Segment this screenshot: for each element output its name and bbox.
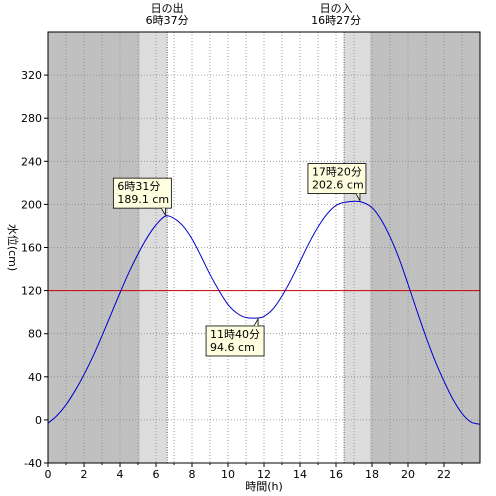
- x-tick-label: 12: [257, 468, 271, 481]
- annotation-box: [307, 163, 367, 194]
- y-tick-label: 0: [35, 414, 42, 427]
- x-axis-label: 時間(h): [245, 480, 283, 493]
- y-tick-label: 40: [28, 371, 42, 384]
- sunrise-time: 6時37分: [146, 14, 189, 27]
- y-tick-label: 200: [21, 198, 42, 211]
- y-tick-label: 160: [21, 242, 42, 255]
- annotation-level: 189.1 cm: [117, 193, 169, 206]
- annotation-pointer: [355, 193, 361, 203]
- sunset-label: 日の入: [320, 2, 353, 15]
- y-axis-ticks: -40 0 40 80 120 160 200 240 280 320: [21, 69, 48, 470]
- sunrise-label: 日の出: [151, 1, 184, 15]
- annotation-time: 6時31分: [117, 180, 160, 193]
- x-tick-label: 16: [329, 468, 343, 481]
- sun-event-lines: [166, 32, 345, 463]
- x-tick-label: 2: [81, 468, 88, 481]
- y-tick-label: 80: [28, 328, 42, 341]
- annotation-level: 94.6 cm: [210, 341, 255, 354]
- sunset-time: 16時27分: [311, 14, 361, 27]
- annotation-time: 11時40分: [210, 328, 260, 341]
- annotation-box: [112, 177, 172, 209]
- night-band: [370, 32, 480, 463]
- y-tick-label: -40: [24, 457, 42, 470]
- y-tick-label: 120: [21, 285, 42, 298]
- annotation-time: 17時20分: [312, 166, 362, 179]
- annotation-pointer: [253, 317, 259, 327]
- x-axis-ticks: 0 2 4 6 8 10 12 14 16 18 20 22: [45, 463, 463, 481]
- x-tick-label: 20: [401, 468, 415, 481]
- annotation-level: 202.6 cm: [312, 179, 364, 192]
- y-axis-label: 水位(cm): [6, 224, 20, 271]
- x-tick-label: 0: [45, 468, 52, 481]
- x-tick-label: 14: [293, 468, 307, 481]
- annotation-box: [205, 325, 265, 357]
- x-tick-label: 22: [437, 468, 451, 481]
- tide-line: [47, 200, 481, 425]
- x-tick-label: 4: [117, 468, 124, 481]
- x-tick-label: 6: [153, 468, 160, 481]
- x-tick-label: 8: [189, 468, 196, 481]
- y-tick-label: 320: [21, 69, 42, 82]
- y-tick-label: 240: [21, 155, 42, 168]
- x-tick-label: 10: [221, 468, 235, 481]
- x-tick-label: 18: [365, 468, 379, 481]
- annotation-pointer: [161, 207, 166, 217]
- y-tick-label: 280: [21, 112, 42, 125]
